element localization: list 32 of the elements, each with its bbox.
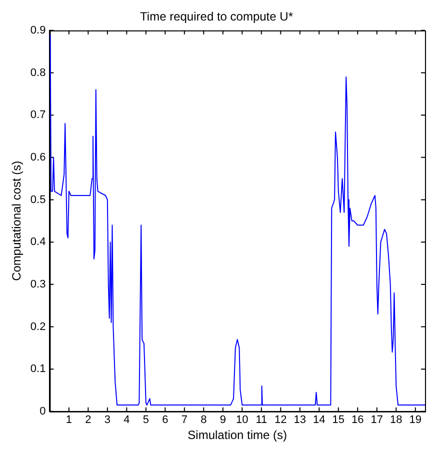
x-tick-label: 8 <box>200 414 207 426</box>
chart-title: Time required to compute U* <box>140 10 294 24</box>
x-tick-label: 11 <box>256 414 268 426</box>
x-tick-label: 16 <box>352 414 364 426</box>
x-tick-label: 12 <box>274 414 287 426</box>
x-tick-label: 2 <box>85 414 92 426</box>
x-tick-label: 14 <box>313 414 326 426</box>
x-tick-label: 18 <box>390 414 402 426</box>
x-tick-label: 4 <box>124 414 130 426</box>
y-axis-title: Computational cost (s) <box>10 160 24 281</box>
y-tick-label: 0 <box>40 405 46 418</box>
x-tick-label: 3 <box>104 414 110 426</box>
x-tick-label: 9 <box>220 414 226 426</box>
y-tick-label: 0.4 <box>30 236 46 248</box>
y-tick-label: 0.9 <box>30 24 46 36</box>
x-tick-label: 17 <box>370 414 384 426</box>
y-tick-label: 0.5 <box>30 194 46 206</box>
y-tick-label: 0.6 <box>30 151 46 164</box>
x-tick-label: 19 <box>409 414 422 426</box>
x-tick-label: 13 <box>294 414 306 426</box>
x-tick-label: 1 <box>66 414 72 426</box>
x-tick-label: 15 <box>332 414 345 426</box>
x-tick-label: 5 <box>142 414 149 426</box>
y-tick-label: 0.8 <box>30 66 46 79</box>
y-tick-label: 0.7 <box>30 109 46 122</box>
y-tick-label: 0.1 <box>30 363 46 376</box>
y-tick-label: 0.2 <box>30 320 46 333</box>
x-tick-label: 6 <box>162 414 168 426</box>
x-axis-title: Simulation time (s) <box>188 428 288 442</box>
y-tick-label: 0.3 <box>30 278 46 290</box>
x-tick-label: 7 <box>181 414 188 426</box>
x-tick-label: 10 <box>236 414 248 426</box>
